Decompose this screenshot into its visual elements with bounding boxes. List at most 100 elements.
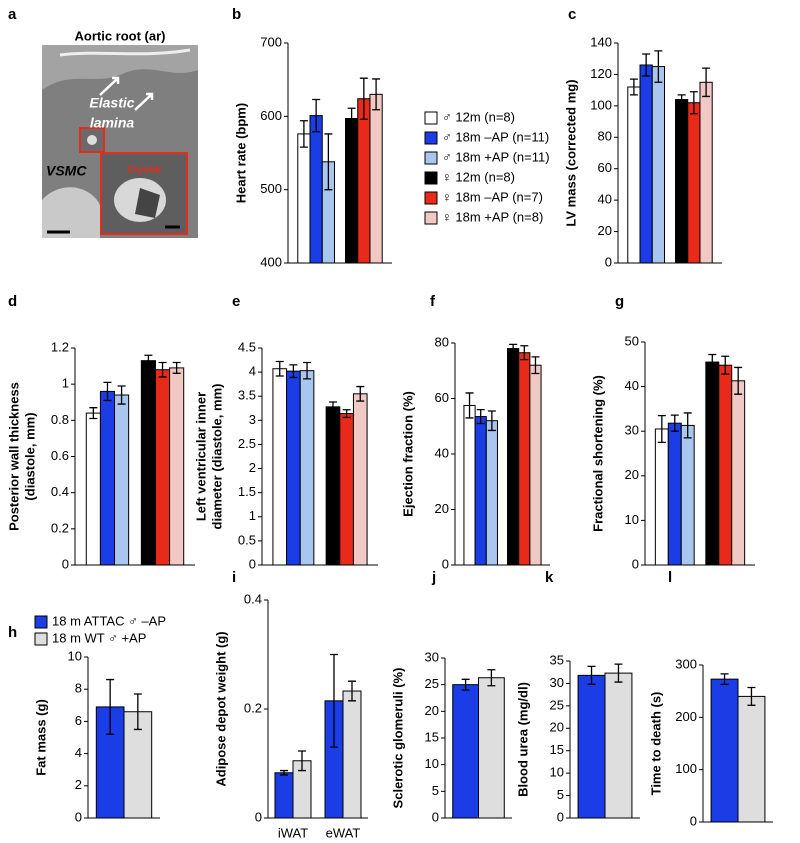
annotation: VSMC (46, 163, 87, 179)
panel-letter: h (8, 624, 17, 641)
bar (639, 64, 653, 264)
y-tick-label: 5 (432, 783, 439, 798)
bar (154, 369, 171, 566)
panel-letter: j (431, 569, 436, 586)
y-axis-label: Fractional shortening (%) (590, 375, 605, 532)
error-bar (106, 678, 115, 735)
bar (731, 380, 746, 566)
error-bar (299, 120, 308, 148)
bar (699, 81, 713, 264)
error-bar (372, 78, 381, 111)
y-axis-label: Blood urea (mg/dl) (515, 682, 530, 797)
bar (169, 367, 185, 566)
legend-label: ♀ 18m +AP (n=8) (442, 209, 543, 224)
error-bar (461, 678, 470, 691)
error-bar (348, 680, 356, 702)
y-tick-label: 30 (550, 675, 564, 690)
y-tick-label: 100 (590, 97, 612, 112)
panel-letter: e (232, 293, 240, 310)
panel-letter: g (615, 293, 624, 310)
y-tick-label: 40 (598, 192, 612, 207)
error-bar (144, 354, 153, 367)
y-tick-label: 2.5 (238, 436, 256, 451)
y-tick-label: 20 (550, 720, 564, 735)
error-bar (487, 669, 496, 687)
x-tick-label: iWAT (278, 825, 308, 840)
y-tick-label: 40 (435, 445, 449, 460)
y-tick-label: 300 (675, 656, 697, 671)
y-axis-label: Ejection fraction (%) (400, 391, 415, 517)
error-bar (117, 385, 126, 405)
bar (85, 412, 101, 566)
y-tick-label: 2 (249, 460, 256, 475)
bar (577, 674, 606, 819)
panel-a: a Aortic root (ar) Elastic lamina VSMC C… (8, 6, 198, 238)
bar (299, 370, 315, 566)
y-tick-label: 0.5 (238, 532, 256, 547)
y-tick-label: 10 (625, 512, 639, 527)
error-bar (657, 414, 666, 443)
bar (114, 394, 130, 566)
y-tick-label: 60 (435, 390, 449, 405)
error-bar (721, 355, 730, 375)
y-tick-label: 1.2 (51, 339, 69, 354)
y-tick-label: 0 (632, 556, 639, 571)
legend-label: ♀ 12m (n=8) (442, 169, 515, 184)
error-bar (747, 686, 756, 706)
panel-letter: d (8, 293, 17, 310)
error-bar (89, 407, 98, 420)
bar (529, 364, 542, 566)
bar (342, 690, 362, 819)
y-tick-label: 40 (625, 378, 639, 393)
error-bar (509, 343, 518, 354)
y-tick-label: 200 (675, 709, 697, 724)
bar (680, 424, 695, 566)
bar (352, 393, 368, 566)
y-tick-label: 0 (249, 556, 256, 571)
crystal-spot (87, 135, 97, 145)
y-axis-label: (diastole, mm) (22, 412, 37, 500)
y-tick-label: 30 (625, 423, 639, 438)
bar (357, 98, 371, 264)
y-tick-label: 4 (249, 364, 256, 379)
panel-letter: a (8, 6, 17, 23)
panel-letter: b (232, 6, 241, 23)
y-axis-label: Time to death (s) (648, 692, 663, 796)
legend-label: ♂ 18m –AP (n=11) (442, 129, 549, 144)
bar (518, 352, 531, 566)
y-tick-label: 80 (435, 334, 449, 349)
error-bar (465, 392, 474, 419)
y-tick-label: 50 (625, 333, 639, 348)
y-axis-label: Sclerotic glomeruli (%) (390, 668, 405, 809)
y-tick-label: 0 (557, 809, 564, 824)
legend-swatch (424, 131, 438, 145)
legend-swatch (424, 191, 438, 205)
y-tick-label: 25 (550, 697, 564, 712)
y-tick-label: 4 (75, 745, 82, 760)
y-tick-label: 20 (425, 703, 439, 718)
y-tick-label: 0 (690, 813, 697, 828)
panel-letter: c (568, 6, 576, 23)
legend-swatch (34, 632, 48, 646)
bar (687, 102, 701, 264)
y-tick-label: 700 (260, 34, 282, 49)
error-bar (642, 53, 651, 77)
bar (474, 416, 487, 566)
bar (345, 118, 359, 264)
y-tick-label: 1 (249, 508, 256, 523)
bar (272, 368, 288, 566)
y-tick-label: 60 (598, 160, 612, 175)
error-bar (614, 663, 623, 683)
error-bar (133, 693, 142, 731)
y-tick-label: 1.5 (238, 484, 256, 499)
error-bar (734, 366, 743, 395)
y-axis-label: Fat mass (g) (33, 699, 48, 776)
panel-letter: l (668, 569, 672, 586)
error-bar (629, 78, 638, 96)
y-axis-label: Left ventricular inner (193, 392, 208, 521)
y-tick-label: 10 (425, 756, 439, 771)
bar (339, 413, 354, 566)
error-bar (476, 408, 485, 425)
inset-label: Crystal (127, 165, 161, 176)
